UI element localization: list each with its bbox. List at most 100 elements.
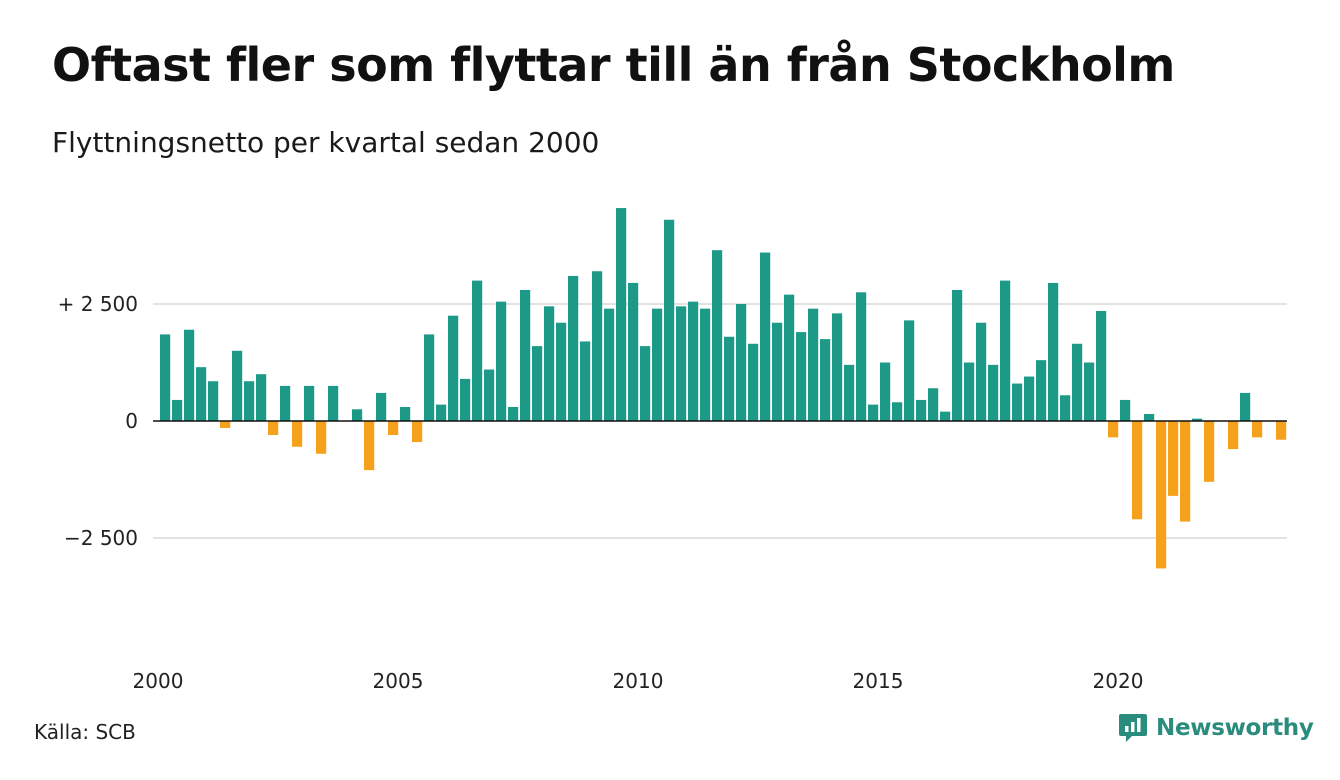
bar [640, 346, 651, 421]
y-tick-label: + 2 500 [58, 292, 138, 316]
bar [472, 280, 483, 421]
bar [736, 304, 747, 421]
bar [508, 406, 519, 421]
bar [592, 271, 603, 421]
bar [604, 308, 615, 421]
bar [1192, 418, 1203, 421]
bar [1012, 383, 1023, 421]
bar [904, 320, 915, 421]
bar [856, 292, 867, 421]
bar [688, 301, 699, 421]
bar [952, 289, 963, 421]
bar [1180, 421, 1191, 522]
bar [436, 404, 447, 421]
bar [292, 421, 303, 447]
bar [352, 409, 363, 421]
bar [868, 404, 879, 421]
bar [400, 406, 411, 421]
bar [484, 369, 495, 421]
newsworthy-logo-text: Newsworthy [1156, 715, 1314, 741]
bar [844, 364, 855, 421]
bar [232, 350, 243, 421]
bar [976, 322, 987, 421]
bar [1000, 280, 1011, 421]
bars [160, 208, 1287, 569]
x-tick-label: 2015 [853, 669, 904, 693]
bar [220, 421, 231, 429]
bar [280, 385, 291, 421]
x-tick-label: 2005 [373, 669, 424, 693]
bar [1048, 282, 1059, 421]
bar [1108, 421, 1119, 438]
bar [928, 388, 939, 421]
bar [796, 332, 807, 421]
bar [1096, 311, 1107, 421]
bar [568, 275, 579, 421]
bar [1240, 392, 1251, 421]
chart-subtitle: Flyttningsnetto per kvartal sedan 2000 [52, 126, 600, 159]
y-tick-label: −2 500 [64, 526, 138, 550]
y-axis-ticks: + 2 500 0 −2 500 [58, 292, 138, 550]
x-axis-ticks: 2000 2005 2010 2015 2020 [133, 669, 1144, 693]
bar [664, 219, 675, 421]
bar [1144, 413, 1155, 421]
x-tick-label: 2020 [1093, 669, 1144, 693]
bar [424, 334, 435, 421]
bar [712, 250, 723, 421]
bar-chart: + 2 500 0 −2 500 2000 2005 2010 2015 2020 [58, 208, 1287, 693]
bar [616, 208, 627, 421]
bar [244, 381, 255, 421]
bar [724, 336, 735, 421]
bar [892, 402, 903, 421]
bar [676, 306, 687, 421]
newsworthy-logo[interactable]: Newsworthy [1118, 712, 1314, 744]
bar [940, 411, 951, 421]
x-tick-label: 2000 [133, 669, 184, 693]
bar [916, 399, 927, 421]
bar [532, 346, 543, 421]
bar [748, 343, 759, 421]
bar [760, 252, 771, 421]
bar [556, 322, 567, 421]
bar [184, 329, 195, 421]
bar [448, 315, 459, 421]
bar [196, 367, 207, 421]
bar [1276, 421, 1287, 440]
bar [652, 308, 663, 421]
bar [208, 381, 219, 421]
y-tick-label: 0 [125, 409, 138, 433]
newsworthy-logo-icon [1119, 714, 1147, 742]
bar [1024, 376, 1035, 421]
bar [376, 392, 387, 421]
bar [808, 308, 819, 421]
bar [160, 334, 171, 421]
bar [1252, 421, 1263, 438]
bar [1132, 421, 1143, 520]
bar [316, 421, 327, 454]
bar [1156, 421, 1167, 569]
bar [304, 385, 315, 421]
bar [172, 399, 183, 421]
bar [544, 306, 555, 421]
bar [820, 339, 831, 421]
bar [628, 282, 639, 421]
bar [988, 364, 999, 421]
bar [1072, 343, 1083, 421]
bar [1036, 360, 1047, 421]
bar [1228, 421, 1239, 450]
x-tick-label: 2010 [613, 669, 664, 693]
bar [412, 421, 423, 443]
bar [580, 341, 591, 421]
bar [328, 385, 339, 421]
bar [460, 378, 471, 421]
bar [700, 308, 711, 421]
bar [388, 421, 399, 436]
bar [364, 421, 375, 471]
bar [268, 421, 279, 436]
bar [1204, 421, 1215, 482]
chart-title: Oftast fler som flyttar till än från Sto… [52, 38, 1175, 92]
bar [496, 301, 507, 421]
bar [880, 362, 891, 421]
bar [1120, 399, 1131, 421]
bar [256, 374, 267, 421]
